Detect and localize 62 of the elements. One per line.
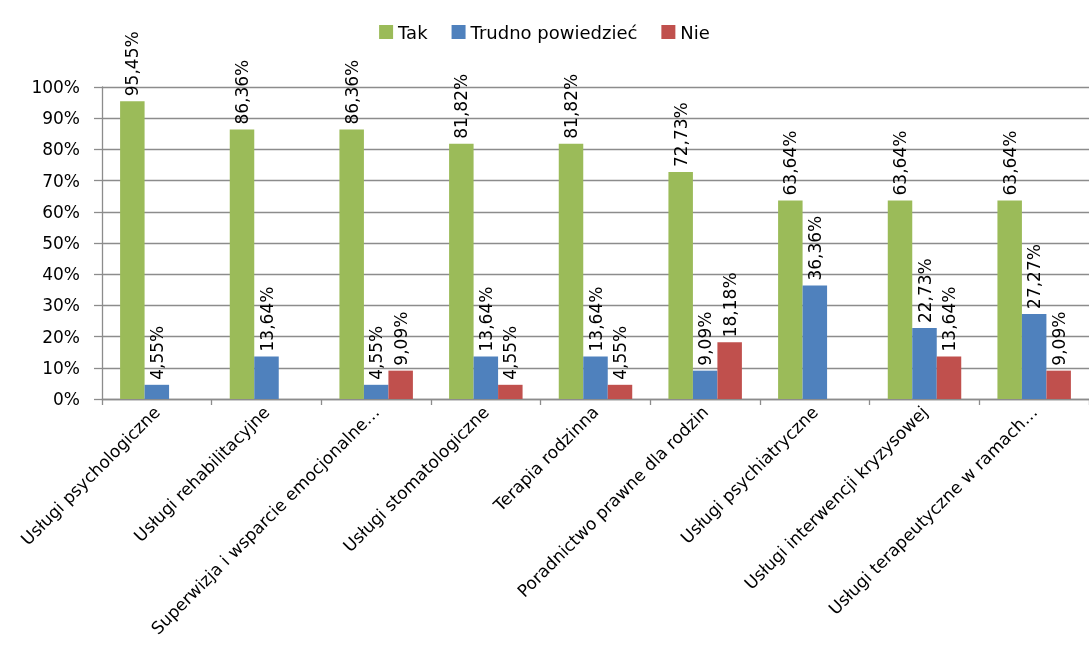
- bar: [558, 143, 584, 399]
- legend-label: Trudno powiedzieć: [469, 21, 638, 43]
- bar: [498, 384, 523, 399]
- bar: [778, 200, 803, 399]
- data-label: 4,55%: [609, 325, 630, 380]
- y-tick-label: 80%: [42, 139, 80, 160]
- bar: [473, 356, 499, 399]
- bar: [1021, 313, 1047, 399]
- data-label: 63,64%: [999, 130, 1020, 196]
- bar: [668, 172, 693, 399]
- bar: [120, 101, 145, 399]
- y-tick-label: 10%: [42, 357, 80, 378]
- data-label: 63,64%: [890, 130, 911, 196]
- bar: [717, 342, 742, 399]
- y-tick-label: 90%: [42, 108, 80, 129]
- bar: [607, 384, 633, 399]
- data-label: 81,82%: [451, 73, 472, 139]
- data-label: 13,64%: [938, 286, 959, 352]
- y-tick-label: 50%: [42, 233, 80, 253]
- data-label: 9,09%: [1048, 311, 1069, 366]
- bar: [936, 356, 962, 399]
- data-label: 95,45%: [122, 31, 143, 97]
- bar: [339, 129, 364, 399]
- bar: [802, 285, 828, 399]
- legend-label: Tak: [397, 21, 429, 43]
- bar: [583, 356, 608, 399]
- bar: [388, 370, 413, 399]
- data-label: 27,27%: [1024, 244, 1045, 309]
- bar: [363, 384, 389, 399]
- data-label: 81,82%: [561, 73, 582, 139]
- data-label: 9,09%: [390, 311, 411, 366]
- data-label: 13,64%: [256, 286, 277, 352]
- data-label: 13,64%: [475, 286, 496, 352]
- data-label: 18,18%: [719, 272, 740, 338]
- bar: [912, 328, 937, 399]
- bar: [144, 384, 170, 399]
- y-tick-label: 100%: [31, 77, 80, 97]
- bar: [1046, 370, 1071, 399]
- y-tick-label: 70%: [42, 170, 80, 191]
- bar: [692, 370, 718, 399]
- y-tick-label: 60%: [42, 201, 80, 222]
- bar: [887, 200, 913, 399]
- data-label: 13,64%: [585, 286, 606, 352]
- legend-label: Nie: [680, 21, 710, 43]
- data-label: 22,73%: [914, 258, 935, 324]
- data-label: 4,55%: [146, 325, 167, 380]
- bar: [449, 143, 474, 399]
- data-label: 86,36%: [232, 59, 253, 125]
- data-label: 63,64%: [780, 130, 801, 196]
- data-label: 72,73%: [670, 102, 691, 168]
- bar: [254, 356, 279, 399]
- y-tick-label: 30%: [42, 295, 80, 316]
- data-label: 4,55%: [500, 325, 521, 380]
- data-label: 86,36%: [341, 59, 362, 125]
- y-tick-label: 0%: [53, 389, 80, 409]
- data-label: 9,09%: [695, 311, 716, 366]
- y-tick-label: 40%: [42, 264, 80, 285]
- bar: [997, 200, 1022, 399]
- data-label: 4,55%: [366, 325, 387, 380]
- data-label: 36,36%: [804, 215, 825, 281]
- y-tick-label: 20%: [42, 326, 80, 347]
- bar: [229, 129, 255, 399]
